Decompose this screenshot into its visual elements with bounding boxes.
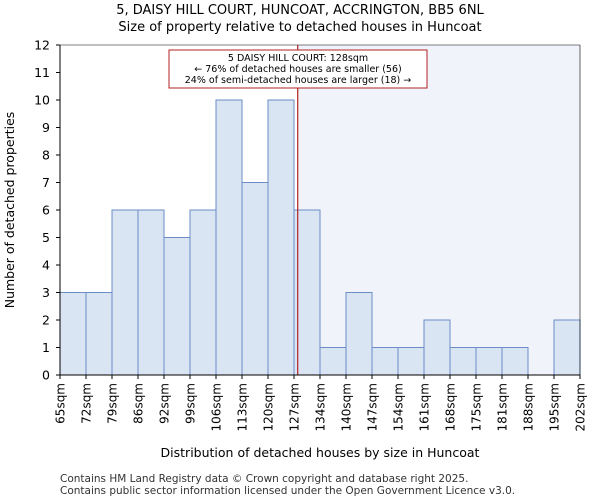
- x-tick-label: 79sqm: [106, 383, 120, 424]
- footer-copyright: Contains HM Land Registry data © Crown c…: [60, 473, 469, 485]
- histogram-bar: [501, 347, 529, 376]
- y-tick-label: 1: [42, 340, 50, 355]
- x-tick-label: 195sqm: [548, 383, 562, 431]
- x-tick-label: 106sqm: [210, 383, 224, 431]
- y-tick-label: 7: [42, 175, 50, 190]
- histogram-bar: [423, 319, 451, 376]
- x-tick-label: 120sqm: [262, 383, 276, 431]
- footer-licence: Contains public sector information licen…: [60, 485, 516, 497]
- histogram-bar: [371, 347, 399, 376]
- y-tick-label: 5: [42, 230, 50, 245]
- histogram-bar: [59, 292, 87, 376]
- histogram-bar: [267, 99, 295, 376]
- x-axis-label: Distribution of detached houses by size …: [161, 445, 480, 460]
- histogram-bar: [449, 347, 477, 376]
- annotation-line-3: 24% of semi-detached houses are larger (…: [185, 75, 412, 86]
- annotation-line-2: ← 76% of detached houses are smaller (56…: [194, 64, 401, 75]
- x-tick-label: 140sqm: [340, 383, 354, 431]
- histogram-bar: [111, 209, 139, 376]
- x-tick-label: 99sqm: [184, 383, 198, 424]
- histogram-bar: [163, 237, 191, 376]
- annotation-line-1: 5 DAISY HILL COURT: 128sqm: [228, 53, 368, 64]
- y-tick-label: 6: [42, 203, 50, 218]
- x-tick-label: 113sqm: [236, 383, 250, 431]
- chart-title-subtitle: Size of property relative to detached ho…: [118, 20, 482, 35]
- y-axis-label: Number of detached properties: [2, 112, 17, 309]
- x-tick-label: 65sqm: [54, 383, 68, 424]
- x-tick-label: 72sqm: [80, 383, 94, 424]
- y-tick-label: 10: [34, 93, 50, 108]
- x-tick-label: 168sqm: [444, 383, 458, 431]
- x-tick-label: 92sqm: [158, 383, 172, 424]
- x-tick-label: 134sqm: [314, 383, 328, 431]
- y-tick-label: 3: [42, 285, 50, 300]
- histogram-chart: 5 DAISY HILL COURT: 128sqm ← 76% of deta…: [2, 38, 588, 461]
- x-tick-label: 154sqm: [392, 383, 406, 431]
- annotation-border: [168, 49, 428, 89]
- histogram-bar: [319, 347, 347, 376]
- annotation-box: 5 DAISY HILL COURT: 128sqm ← 76% of deta…: [168, 49, 428, 89]
- histogram-bar: [137, 209, 165, 376]
- x-tick-label: 86sqm: [132, 383, 146, 424]
- y-tick-label: 12: [34, 38, 50, 53]
- histogram-bar: [475, 347, 503, 376]
- histogram-bar: [553, 319, 581, 376]
- chart-title-address: 5, DAISY HILL COURT, HUNCOAT, ACCRINGTON…: [116, 3, 484, 18]
- histogram-bar: [241, 182, 269, 376]
- histogram-bar: [85, 292, 113, 376]
- x-tick-label: 202sqm: [574, 383, 588, 431]
- x-tick-label: 161sqm: [418, 383, 432, 431]
- histogram-bar: [293, 209, 321, 376]
- histogram-bar: [345, 292, 373, 376]
- y-tick-label: 2: [42, 313, 50, 328]
- y-tick-label: 4: [42, 258, 50, 273]
- y-tick-label: 11: [34, 65, 50, 80]
- y-tick-label: 8: [42, 148, 50, 163]
- x-tick-label: 181sqm: [496, 383, 510, 431]
- x-tick-label: 188sqm: [522, 383, 536, 431]
- histogram-bar: [397, 347, 425, 376]
- x-tick-label: 147sqm: [366, 383, 380, 431]
- y-tick-label: 9: [42, 120, 50, 135]
- histogram-bar: [189, 209, 217, 376]
- histogram-bar: [215, 99, 243, 376]
- y-tick-label: 0: [42, 368, 50, 383]
- x-tick-label: 175sqm: [470, 383, 484, 431]
- x-tick-label: 127sqm: [288, 383, 302, 431]
